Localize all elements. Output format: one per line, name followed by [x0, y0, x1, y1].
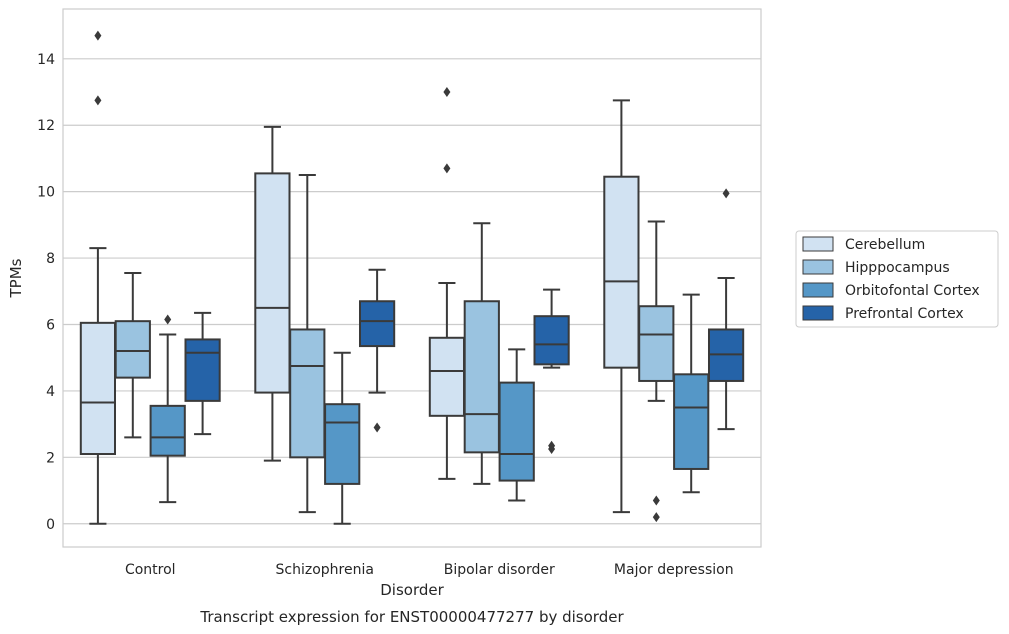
legend-label: Cerebellum: [845, 237, 925, 253]
x-tick-label: Bipolar disorder: [444, 562, 555, 578]
legend-swatch: [802, 282, 834, 298]
legend-swatch: [802, 259, 834, 275]
box-cerebellum: [79, 30, 117, 525]
y-axis-title: TPMs: [7, 258, 25, 298]
iqr-box: [428, 336, 466, 417]
outlier-point: [722, 188, 730, 199]
y-tick-label: 4: [46, 384, 55, 400]
x-tick-label: Major depression: [614, 562, 734, 578]
box-orbitofontal-cortex: [149, 314, 186, 504]
y-tick-label: 8: [46, 251, 55, 267]
box-orbitofontal-cortex: [673, 293, 710, 494]
iqr-box: [463, 300, 500, 454]
iqr-box: [638, 305, 675, 382]
outlier-point: [652, 495, 660, 506]
box-prefrontal-cortex: [358, 268, 396, 433]
x-tick-label: Schizophrenia: [276, 562, 374, 578]
box-prefrontal-cortex: [184, 311, 221, 436]
box-cerebellum: [603, 99, 640, 514]
legend-frame: [795, 230, 999, 328]
x-tick-labels: Control Schizophrenia Bipolar disorder Majo…: [125, 562, 734, 578]
iqr-box: [324, 403, 361, 485]
y-tick-label: 10: [37, 185, 55, 201]
box-hipppocampus: [638, 220, 675, 523]
legend: Cerebellum Hipppocampus Orbitofontal Corte…: [795, 230, 999, 328]
iqr-box: [533, 315, 570, 366]
outlier-point: [164, 314, 172, 325]
y-tick-label: 12: [37, 118, 55, 134]
iqr-box: [254, 172, 291, 394]
outlier-point: [548, 440, 556, 451]
outlier-point: [94, 30, 102, 41]
y-gridlines: [63, 58, 761, 525]
iqr-box: [603, 175, 640, 369]
box-cerebellum: [254, 125, 291, 462]
box-prefrontal-cortex: [707, 188, 745, 431]
chart-caption: Transcript expression for ENST0000047727…: [199, 608, 624, 626]
box-hipppocampus: [463, 222, 500, 485]
y-tick-label: 0: [46, 517, 55, 533]
iqr-box: [184, 338, 221, 402]
legend-label: Hipppocampus: [845, 260, 950, 276]
legend-swatch: [802, 236, 834, 252]
box-hipppocampus: [289, 174, 326, 514]
outlier-point: [443, 163, 451, 174]
y-tick-label: 14: [37, 52, 55, 68]
box-orbitofontal-cortex: [498, 348, 535, 502]
box-prefrontal-cortex: [533, 288, 570, 455]
plot-area: [62, 8, 762, 548]
box-hipppocampus: [114, 272, 151, 439]
iqr-box: [114, 320, 151, 379]
x-tick-label: Control: [125, 562, 176, 578]
iqr-box: [79, 321, 117, 456]
y-tick-label: 6: [46, 317, 55, 333]
y-tick-label: 2: [46, 450, 55, 466]
outlier-point: [443, 87, 451, 98]
iqr-box: [498, 381, 535, 482]
legend-label: Orbitofontal Cortex: [845, 283, 980, 299]
outlier-point: [652, 512, 660, 523]
box-orbitofontal-cortex: [324, 351, 361, 525]
iqr-box: [289, 328, 326, 459]
legend-swatch: [802, 305, 834, 321]
outlier-point: [373, 422, 381, 433]
iqr-box: [358, 300, 396, 348]
iqr-box: [673, 373, 710, 470]
box-groups: [79, 30, 745, 525]
iqr-box: [149, 404, 186, 457]
box-cerebellum: [428, 87, 466, 480]
x-axis-title: Disorder: [380, 581, 444, 599]
outlier-point: [94, 95, 102, 106]
legend-label: Prefrontal Cortex: [845, 306, 964, 322]
y-tick-labels: 0 2 4 6 8 10 12 14: [37, 52, 55, 533]
